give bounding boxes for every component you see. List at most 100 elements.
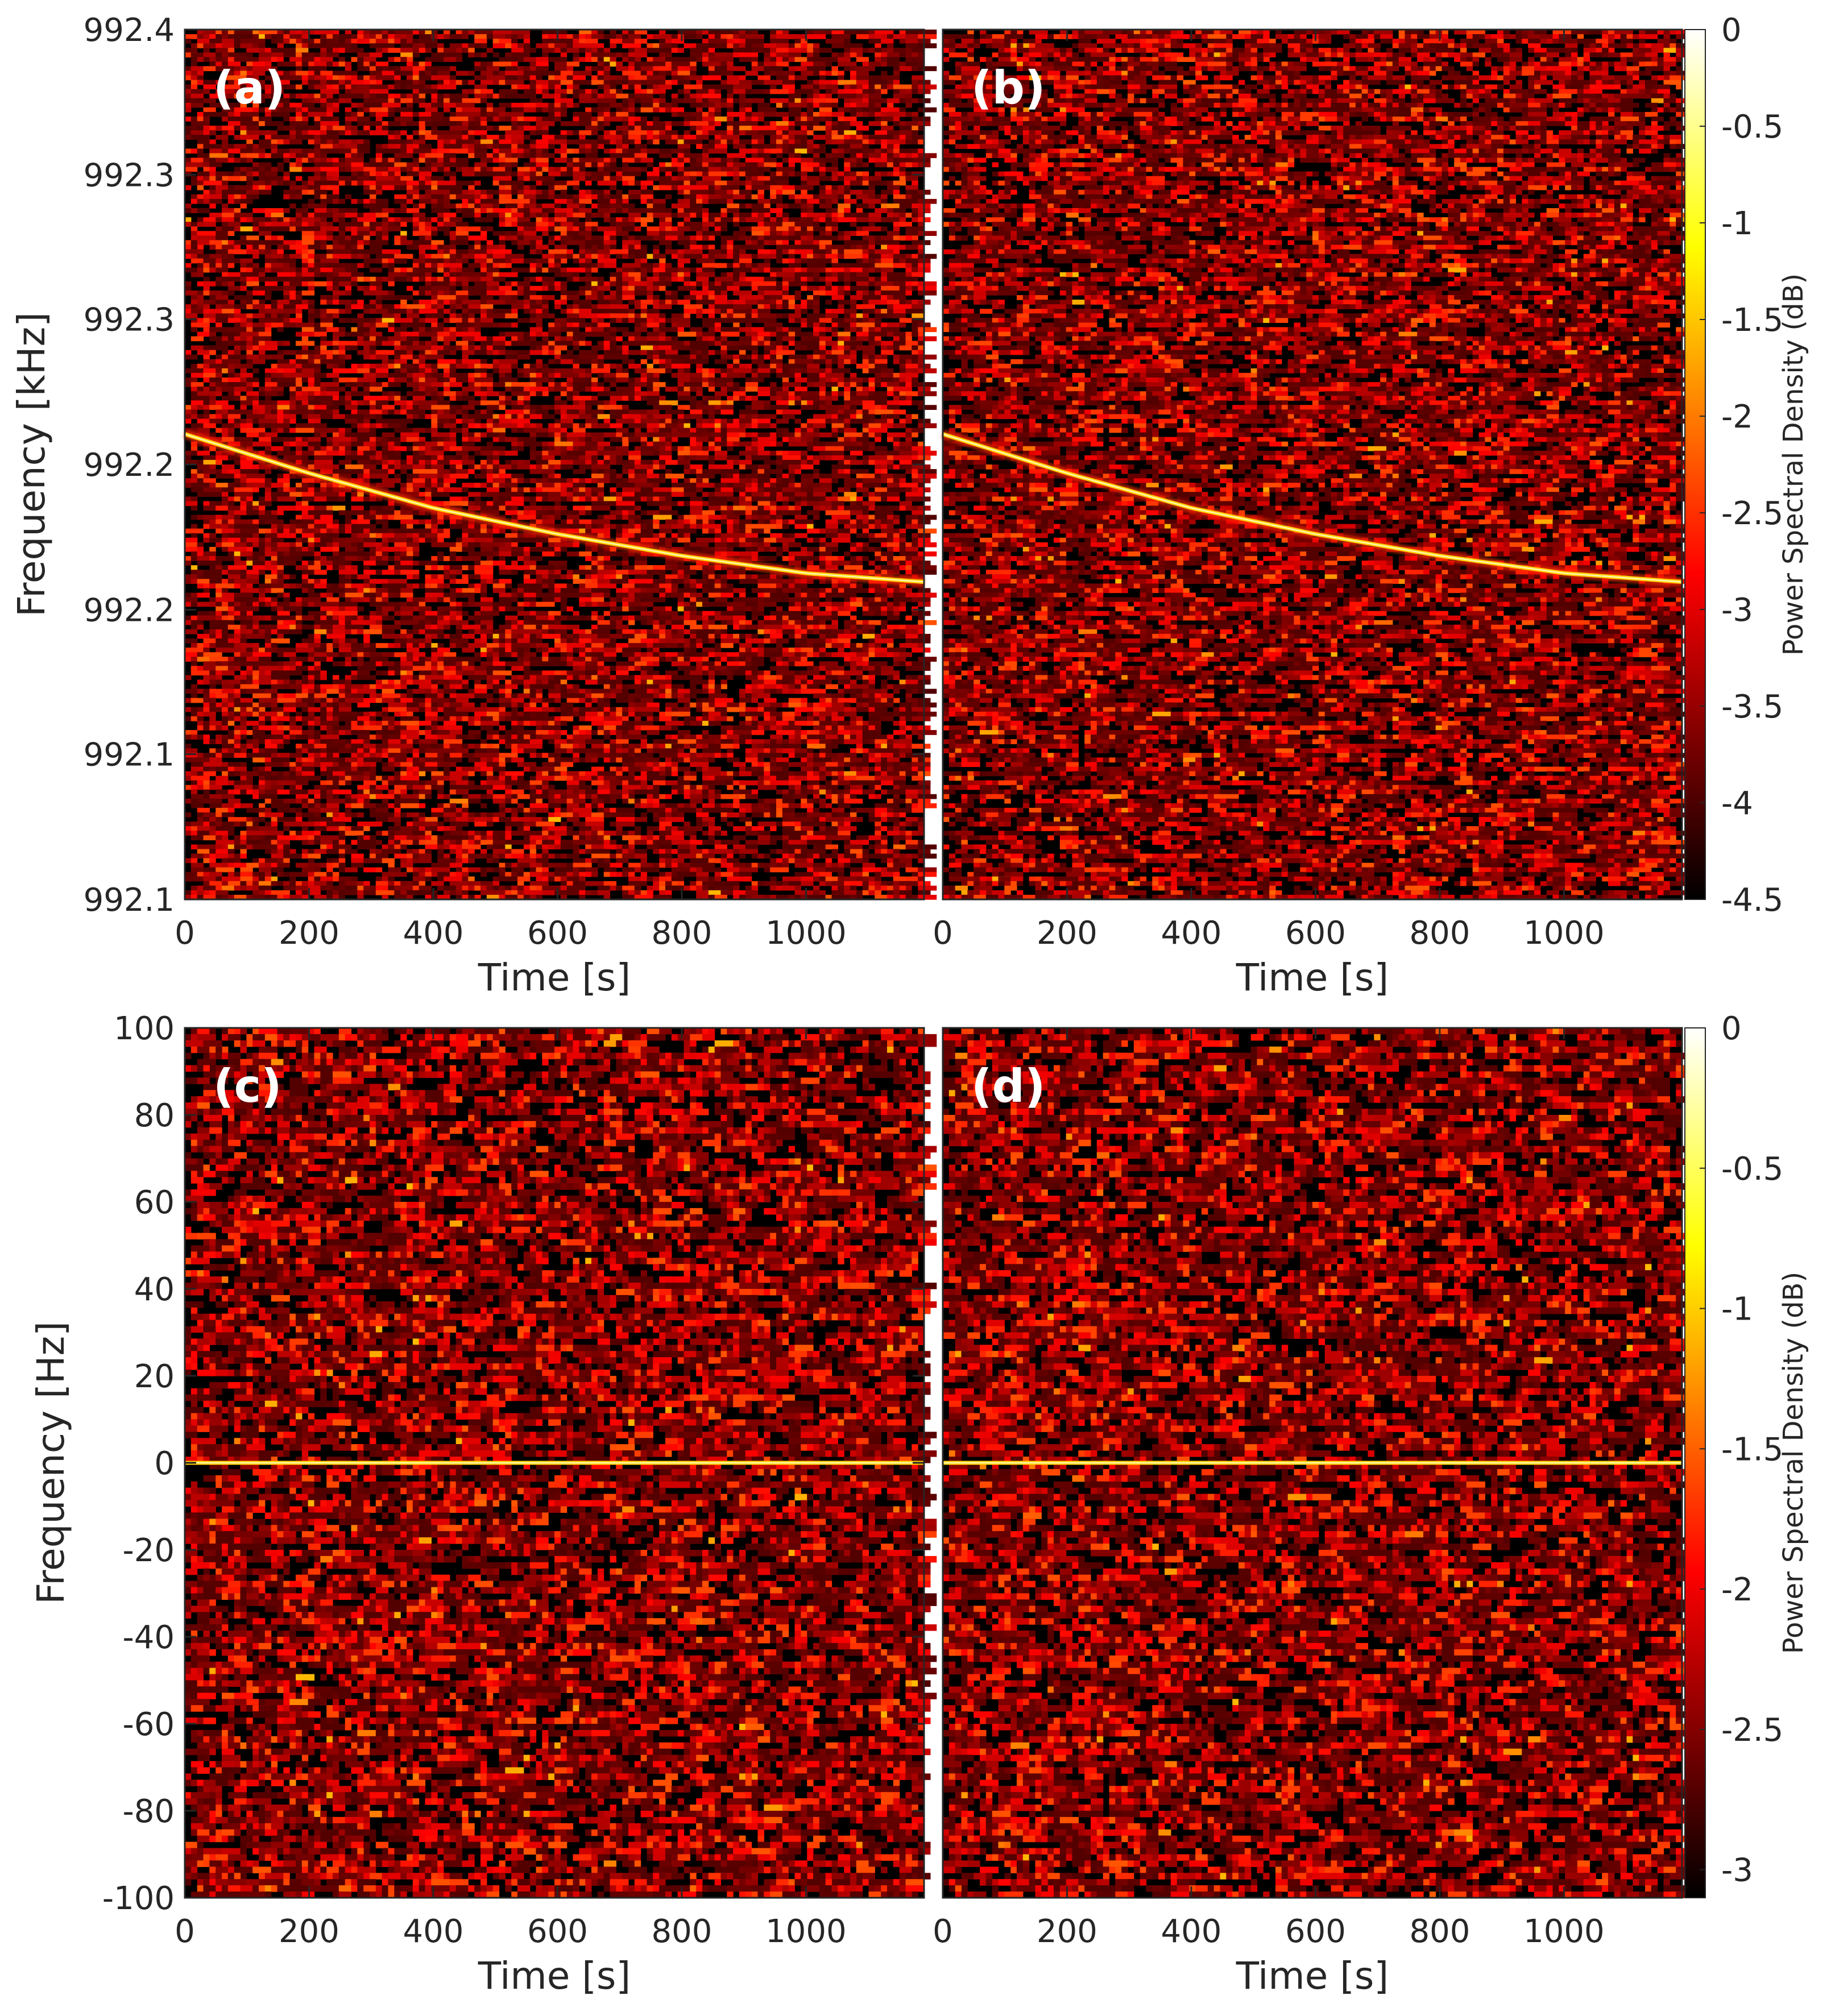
heatmap-cell bbox=[801, 189, 807, 195]
heatmap-cell bbox=[523, 226, 542, 231]
heatmap-cell bbox=[301, 327, 315, 333]
heatmap-cell bbox=[616, 189, 623, 195]
heatmap-cell bbox=[875, 157, 888, 163]
heatmap-cell bbox=[788, 34, 807, 39]
heatmap-cell bbox=[640, 345, 653, 351]
heatmap-cell bbox=[407, 144, 413, 149]
heatmap-cell bbox=[770, 267, 783, 273]
heatmap-cell bbox=[653, 350, 660, 355]
heatmap-cell bbox=[505, 162, 512, 168]
heatmap-cell bbox=[252, 194, 259, 200]
heatmap-cell bbox=[603, 75, 616, 81]
heatmap-cell bbox=[548, 75, 555, 81]
heatmap-cell bbox=[850, 285, 863, 291]
heatmap-cell bbox=[622, 162, 629, 168]
heatmap-cell bbox=[394, 75, 401, 81]
heatmap-cell bbox=[776, 345, 783, 351]
heatmap-cell bbox=[222, 272, 229, 277]
heatmap-cell bbox=[370, 66, 376, 72]
heatmap-cell bbox=[794, 171, 801, 177]
heatmap-cell bbox=[653, 249, 660, 255]
heatmap-cell bbox=[227, 291, 235, 296]
heatmap-cell bbox=[825, 39, 844, 44]
heatmap-cell bbox=[301, 102, 315, 108]
heatmap-cell bbox=[455, 204, 463, 209]
heatmap-cell bbox=[289, 139, 303, 144]
heatmap-cell bbox=[264, 295, 272, 300]
heatmap-cell bbox=[720, 70, 734, 76]
heatmap-cell bbox=[905, 244, 925, 250]
heatmap-cell bbox=[616, 350, 623, 355]
heatmap-cell bbox=[634, 39, 648, 44]
heatmap-cell bbox=[720, 185, 740, 190]
heatmap-cell bbox=[893, 208, 906, 213]
heatmap-cell bbox=[227, 263, 235, 268]
heatmap-cell bbox=[597, 98, 616, 103]
heatmap-cell bbox=[739, 213, 759, 218]
heatmap-cell bbox=[326, 272, 333, 277]
heatmap-cell bbox=[912, 57, 918, 62]
heatmap-cell bbox=[345, 309, 352, 314]
heatmap-cell bbox=[345, 235, 352, 241]
heatmap-cell bbox=[739, 107, 746, 113]
heatmap-cell bbox=[333, 30, 339, 35]
heatmap-cell bbox=[677, 213, 697, 218]
heatmap-cell bbox=[240, 226, 253, 231]
heatmap-cell bbox=[714, 89, 722, 94]
heatmap-cell bbox=[394, 327, 407, 333]
heatmap-cell bbox=[788, 162, 796, 168]
heatmap-cell bbox=[222, 57, 229, 62]
heatmap-cell bbox=[536, 66, 549, 72]
heatmap-cell bbox=[745, 130, 764, 135]
heatmap-cell bbox=[388, 171, 395, 177]
heatmap-cell bbox=[357, 226, 364, 231]
heatmap-cell bbox=[375, 111, 395, 117]
heatmap-cell bbox=[375, 176, 383, 181]
heatmap-cell bbox=[511, 39, 518, 44]
heatmap-cell bbox=[831, 130, 838, 135]
heatmap-cell bbox=[893, 80, 900, 85]
heatmap-cell bbox=[912, 52, 918, 57]
heatmap-cell bbox=[492, 34, 512, 39]
heatmap-cell bbox=[499, 117, 506, 122]
heatmap-cell bbox=[246, 281, 253, 287]
heatmap-cell bbox=[400, 208, 407, 213]
heatmap-cell bbox=[548, 57, 567, 62]
heatmap-cell bbox=[881, 117, 894, 122]
heatmap-cell bbox=[289, 148, 309, 154]
heatmap-cell bbox=[622, 117, 629, 122]
heatmap-cell bbox=[345, 121, 352, 126]
heatmap-cell bbox=[425, 222, 432, 227]
heatmap-cell bbox=[437, 331, 450, 337]
heatmap-cell bbox=[881, 121, 888, 126]
heatmap-cell bbox=[209, 198, 222, 204]
heatmap-cell bbox=[801, 244, 820, 250]
heatmap-cell bbox=[252, 167, 259, 172]
heatmap-cell bbox=[616, 130, 623, 135]
heatmap-cell bbox=[899, 272, 906, 277]
heatmap-cell bbox=[455, 300, 463, 305]
heatmap-cell bbox=[838, 204, 851, 209]
heatmap-cell bbox=[850, 213, 857, 218]
heatmap-cell bbox=[616, 336, 623, 342]
heatmap-cell bbox=[320, 171, 327, 177]
heatmap-cell bbox=[431, 117, 438, 122]
heatmap-cell bbox=[875, 309, 881, 314]
heatmap-cell bbox=[370, 89, 389, 94]
heatmap-cell bbox=[486, 75, 506, 81]
heatmap-cell bbox=[277, 70, 284, 76]
heatmap-cell bbox=[566, 84, 574, 90]
heatmap-cell bbox=[283, 217, 290, 222]
heatmap-cell bbox=[918, 66, 937, 72]
heatmap-cell bbox=[585, 244, 592, 250]
heatmap-cell bbox=[856, 213, 875, 218]
heatmap-cell bbox=[912, 180, 918, 186]
heatmap-cell bbox=[628, 194, 648, 200]
heatmap-cell bbox=[529, 331, 537, 337]
heatmap-cell bbox=[400, 231, 407, 236]
heatmap-cell bbox=[653, 327, 660, 333]
heatmap-cell bbox=[856, 291, 863, 296]
heatmap-cell bbox=[659, 84, 672, 90]
heatmap-cell bbox=[314, 57, 321, 62]
heatmap-cell bbox=[523, 34, 531, 39]
